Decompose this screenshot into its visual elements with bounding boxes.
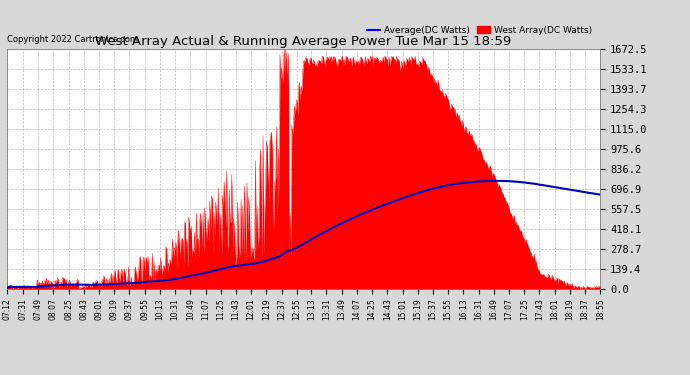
Text: Copyright 2022 Cartronics.com: Copyright 2022 Cartronics.com [7, 35, 138, 44]
Legend: Average(DC Watts), West Array(DC Watts): Average(DC Watts), West Array(DC Watts) [363, 22, 595, 38]
Title: West Array Actual & Running Average Power Tue Mar 15 18:59: West Array Actual & Running Average Powe… [95, 34, 512, 48]
